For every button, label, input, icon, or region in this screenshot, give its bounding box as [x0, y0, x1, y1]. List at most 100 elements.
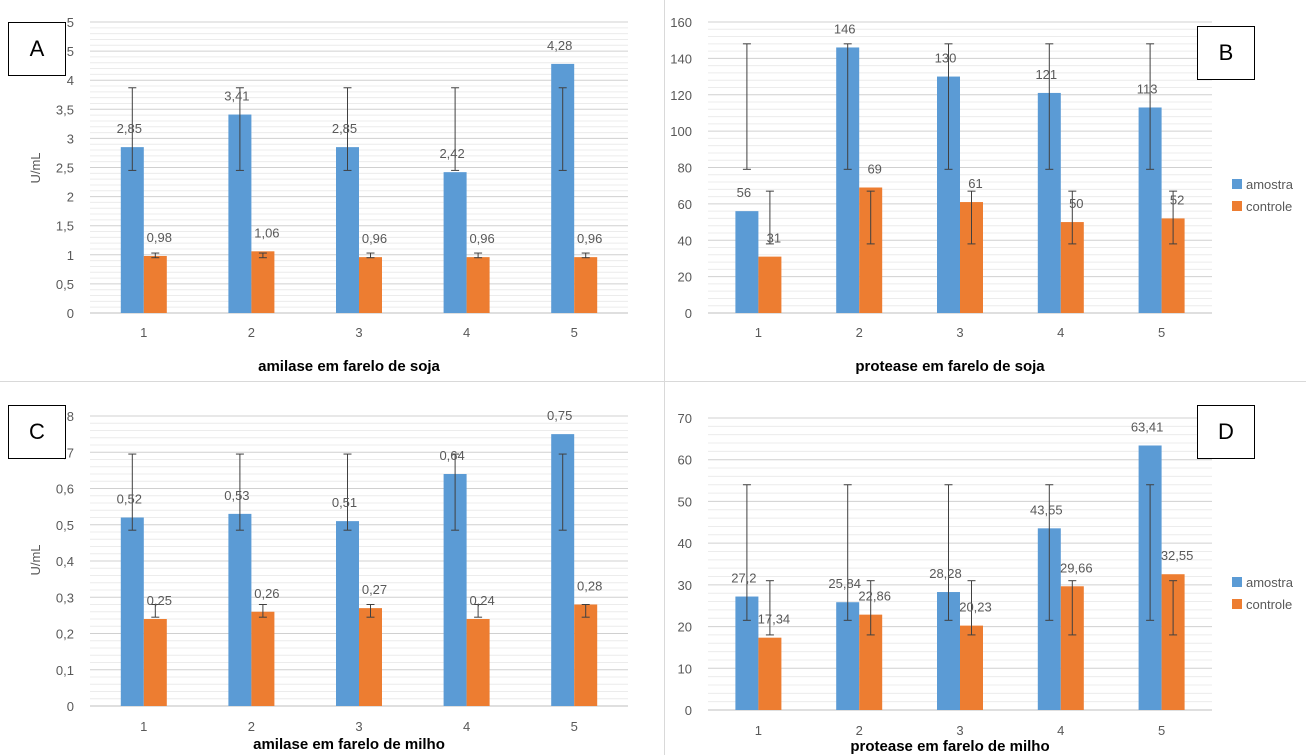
panel-c-label: C — [8, 405, 66, 459]
y-tick-label: 80 — [678, 161, 692, 176]
y-tick-label: 0,2 — [56, 627, 74, 642]
y-tick-label: 50 — [678, 494, 692, 509]
bar-amostra — [336, 521, 359, 706]
data-label-amostra: 0,53 — [224, 488, 249, 503]
bar-controle — [574, 604, 598, 706]
y-tick-label: 0 — [67, 306, 74, 321]
x-axis-title: amilase em farelo de soja — [258, 358, 440, 375]
y-tick-label: 0 — [685, 306, 692, 321]
data-label-controle: 0,25 — [147, 593, 172, 608]
data-label-amostra: 130 — [935, 51, 957, 66]
legend-swatch-controle — [1232, 201, 1242, 211]
legend-swatch-amostra — [1232, 577, 1242, 587]
data-label-controle: 52 — [1170, 192, 1184, 207]
x-axis-title: protease em farelo de milho — [850, 738, 1049, 755]
legend-label-amostra: amostra — [1246, 176, 1293, 192]
y-axis-title: U/mL — [28, 152, 43, 183]
bar-controle — [1060, 222, 1084, 313]
y-tick-label: 0,5 — [56, 277, 74, 292]
y-tick-label: 3 — [67, 131, 74, 146]
data-label-controle: 17,34 — [758, 612, 791, 627]
data-label-amostra: 113 — [1137, 81, 1158, 96]
y-tick-label: 120 — [670, 88, 692, 103]
data-label-controle: 31 — [767, 231, 781, 246]
x-tick-label: 2 — [856, 723, 863, 738]
data-label-amostra: 2,85 — [332, 121, 357, 136]
data-label-controle: 0,96 — [362, 231, 387, 246]
data-label-controle: 0,24 — [469, 593, 494, 608]
data-label-controle: 22,86 — [858, 589, 891, 604]
x-tick-label: 1 — [755, 325, 762, 340]
y-axis-title: U/mL — [28, 544, 43, 575]
x-axis-title: protease em farelo de soja — [855, 358, 1045, 375]
y-tick-label: 2 — [67, 190, 74, 205]
bar-controle — [859, 187, 883, 313]
bar-amostra — [937, 592, 960, 710]
y-tick-label: 0,5 — [56, 518, 74, 533]
data-label-controle: 20,23 — [959, 600, 992, 615]
bar-amostra — [836, 47, 860, 314]
data-label-amostra: 0,64 — [439, 448, 464, 463]
legend-item-controle: controle — [1232, 593, 1293, 615]
data-label-controle: 29,66 — [1060, 560, 1093, 575]
legend-label-controle: controle — [1246, 596, 1293, 612]
bar-controle — [758, 637, 782, 710]
legend-item-amostra: amostra — [1232, 571, 1293, 593]
y-tick-label: 3,5 — [56, 102, 74, 117]
y-tick-label: 0,4 — [56, 554, 74, 569]
bar-amostra — [443, 474, 467, 706]
panel-b-legend: amostra controle — [1232, 173, 1293, 217]
data-label-controle: 0,26 — [254, 586, 279, 601]
bar-amostra — [1138, 107, 1162, 313]
data-label-controle: 32,55 — [1161, 548, 1194, 563]
bar-controle — [466, 619, 490, 706]
x-tick-label: 3 — [355, 719, 362, 734]
bar-amostra — [228, 513, 252, 706]
x-tick-label: 3 — [956, 723, 963, 738]
bar-controle — [758, 256, 782, 313]
y-tick-label: 40 — [678, 233, 692, 248]
x-tick-label: 4 — [1057, 723, 1064, 738]
x-tick-label: 5 — [571, 325, 578, 340]
bar-controle — [251, 611, 275, 706]
x-tick-label: 5 — [1158, 723, 1165, 738]
panel-d-legend: amostra controle — [1232, 571, 1293, 615]
y-tick-label: 5 — [67, 15, 74, 30]
y-tick-label: 0 — [67, 699, 74, 714]
legend-item-amostra: amostra — [1232, 173, 1293, 195]
bar-amostra — [937, 76, 960, 313]
bar-controle — [574, 257, 598, 313]
x-tick-label: 1 — [755, 723, 762, 738]
data-label-amostra: 4,28 — [547, 38, 572, 53]
y-tick-label: 0,6 — [56, 482, 74, 497]
bar-controle — [359, 257, 382, 313]
x-tick-label: 4 — [1057, 325, 1064, 340]
y-tick-label: 0,1 — [56, 663, 74, 678]
y-tick-label: 60 — [678, 197, 692, 212]
data-label-controle: 1,06 — [254, 225, 279, 240]
data-label-amostra: 0,51 — [332, 495, 357, 510]
legend-label-controle: controle — [1246, 198, 1293, 214]
y-tick-label: 70 — [678, 411, 692, 426]
data-label-controle: 50 — [1069, 196, 1083, 211]
bar-amostra — [836, 602, 860, 710]
bar-controle — [1161, 218, 1185, 313]
data-label-controle: 0,96 — [469, 231, 494, 246]
y-tick-label: 40 — [678, 536, 692, 551]
x-tick-label: 5 — [571, 719, 578, 734]
data-label-amostra: 3,41 — [224, 89, 249, 104]
data-label-controle: 0,28 — [577, 579, 602, 594]
bar-amostra — [551, 63, 575, 314]
data-label-amostra: 28,28 — [929, 566, 962, 581]
bar-controle — [1161, 574, 1185, 710]
y-tick-label: 1,5 — [56, 219, 74, 234]
bar-amostra — [735, 596, 759, 710]
y-tick-label: 100 — [670, 124, 692, 139]
y-tick-label: 20 — [678, 620, 692, 635]
panel-a-label: A — [8, 22, 66, 76]
bar-controle — [1060, 586, 1084, 710]
panel-a-chart: 00,511,522,533,544,55U/mL2,850,9813,411,… — [28, 15, 628, 375]
data-label-amostra: 0,52 — [117, 492, 142, 507]
data-label-amostra: 2,42 — [439, 146, 464, 161]
